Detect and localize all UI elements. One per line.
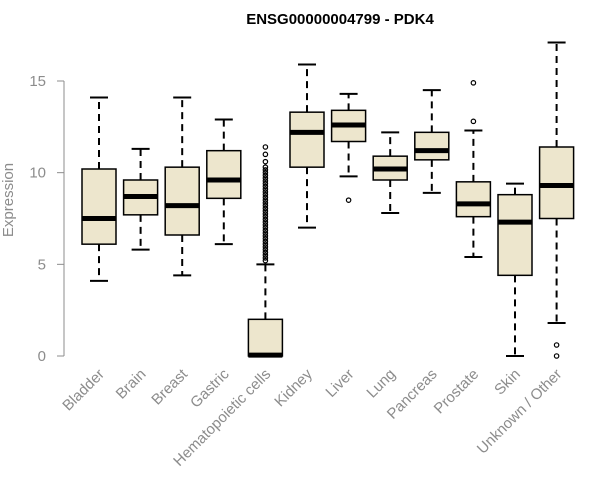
box-lung	[372, 131, 408, 214]
outlier-point	[262, 222, 269, 228]
chart-title: ENSG00000004799 - PDK4	[246, 11, 434, 28]
outlier-point	[262, 178, 269, 184]
outlier-point	[262, 205, 269, 212]
outlier-point	[262, 180, 269, 187]
box-pancreas	[414, 89, 450, 194]
outlier-point	[262, 158, 269, 165]
outlier-point	[262, 169, 269, 176]
outlier-point	[262, 233, 269, 239]
x-tick-label: Prostate	[431, 366, 483, 418]
outlier-point	[262, 252, 269, 258]
outlier-point	[262, 235, 269, 242]
box-iqr	[538, 146, 575, 220]
outlier-point	[262, 246, 269, 253]
outlier-point	[262, 211, 269, 217]
box-iqr	[289, 111, 325, 168]
y-axis: 0 5 10 15	[29, 73, 65, 365]
box-prostate	[455, 80, 492, 258]
box-iqr	[455, 181, 492, 218]
outlier-point	[262, 257, 269, 264]
outlier-point	[262, 200, 269, 206]
y-tick-label: 5	[38, 256, 46, 273]
outlier-point	[262, 167, 269, 173]
box-gastric	[206, 118, 242, 246]
outlier-point	[262, 249, 269, 256]
outlier-point	[262, 144, 269, 150]
outlier-point	[262, 151, 269, 158]
box-iqr	[497, 193, 533, 277]
outlier-point	[470, 118, 477, 125]
box-skin	[497, 182, 533, 357]
outlier-point	[345, 197, 352, 203]
outlier-point	[262, 241, 269, 247]
outlier-point	[262, 189, 269, 195]
x-tick-label: Kidney	[271, 365, 316, 410]
y-tick-label: 15	[29, 73, 46, 90]
box-iqr	[206, 149, 242, 200]
box-liver	[330, 92, 367, 203]
box-bladder	[81, 96, 117, 282]
outlier-point	[262, 238, 269, 245]
box-iqr	[414, 131, 450, 161]
x-tick-label: Liver	[322, 366, 357, 401]
box-iqr	[247, 318, 284, 357]
y-tick-label: 0	[38, 348, 46, 365]
outlier-point	[262, 227, 269, 234]
x-tick-label: Breast	[148, 365, 191, 408]
outlier-point	[262, 197, 269, 203]
outlier-point	[470, 80, 477, 86]
x-tick-label: Lung	[363, 366, 399, 402]
box-unknown-other	[538, 41, 575, 359]
y-tick-label: 10	[29, 165, 46, 182]
outlier-point	[262, 172, 269, 179]
outlier-point	[262, 175, 269, 181]
box-hematopoietic-cells	[247, 144, 284, 358]
box-kidney	[289, 63, 325, 229]
outlier-point	[262, 244, 269, 250]
box-iqr	[81, 168, 117, 245]
outlier-point	[553, 353, 560, 359]
x-tick-label: Bladder	[59, 366, 108, 415]
box-brain	[122, 147, 159, 251]
outlier-point	[262, 230, 269, 236]
outlier-point	[262, 202, 269, 209]
outlier-point	[262, 255, 269, 261]
x-tick-label: Skin	[491, 366, 524, 399]
outlier-point	[262, 191, 269, 198]
outlier-point	[553, 342, 560, 348]
box-series	[81, 41, 575, 359]
box-breast	[164, 96, 200, 277]
outlier-point	[262, 224, 269, 231]
outlier-point	[262, 213, 269, 220]
outlier-point	[262, 186, 269, 192]
x-tick-label: Brain	[113, 366, 150, 403]
outlier-point	[262, 183, 269, 190]
outlier-point	[262, 194, 269, 201]
box-iqr	[164, 166, 200, 236]
outlier-point	[262, 216, 269, 223]
outlier-point	[262, 164, 269, 170]
outlier-point	[262, 208, 269, 214]
outlier-point	[262, 219, 269, 225]
y-axis-label: Expression	[0, 163, 17, 237]
